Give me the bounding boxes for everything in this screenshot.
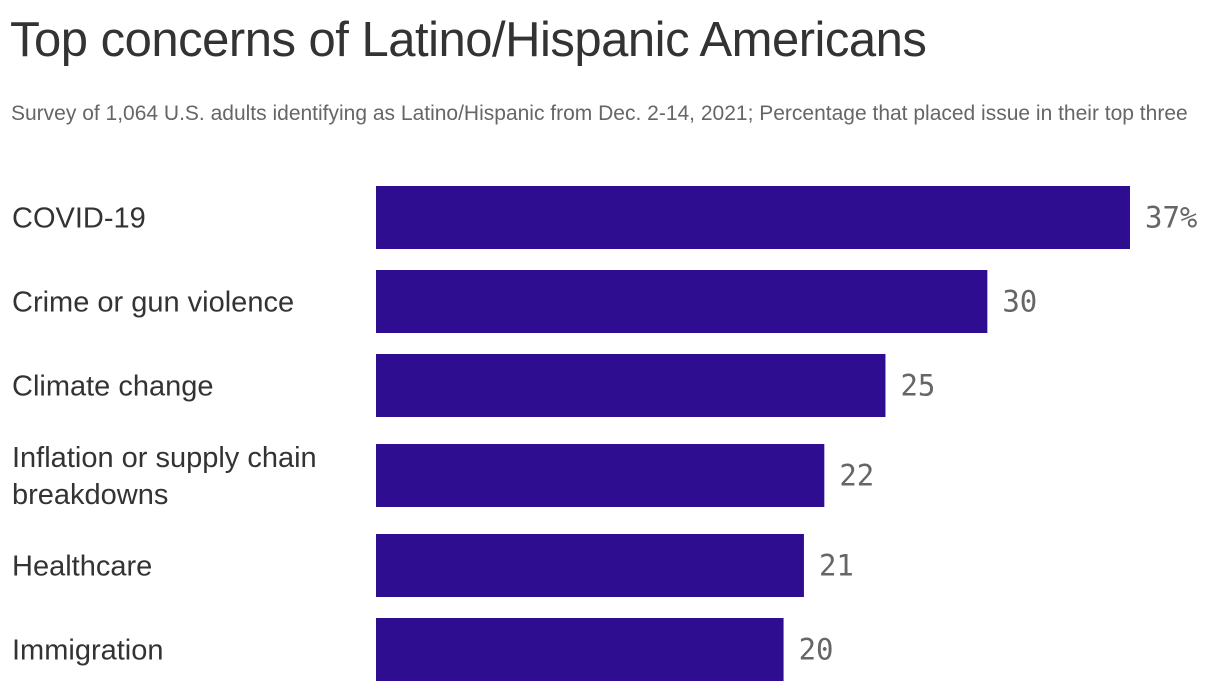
bar	[376, 186, 1130, 249]
category-label-line: Climate change	[12, 371, 214, 403]
bar	[376, 270, 988, 333]
value-label: 21	[819, 549, 854, 583]
category-label: COVID-19	[12, 203, 146, 235]
bar	[376, 354, 886, 417]
value-label: 22	[839, 459, 874, 493]
category-label: Inflation or supply chain breakdowns	[12, 442, 317, 511]
value-label: 25	[900, 369, 935, 403]
bar	[376, 534, 804, 597]
category-label-line: COVID-19	[12, 203, 146, 235]
category-label: Crime or gun violence	[12, 287, 294, 319]
category-label-line: breakdowns	[12, 479, 168, 511]
category-label-line: Crime or gun violence	[12, 287, 294, 319]
bar	[376, 444, 825, 507]
category-label-line: Immigration	[12, 635, 164, 667]
category-label-line: Inflation or supply chain	[12, 442, 317, 474]
category-label: Immigration	[12, 635, 164, 667]
category-label-line: Healthcare	[12, 551, 152, 583]
value-label: 30	[1002, 285, 1037, 319]
category-label: Healthcare	[12, 551, 152, 583]
bar	[376, 618, 784, 681]
category-label: Climate change	[12, 371, 214, 403]
value-label: 20	[799, 633, 834, 667]
chart-subtitle: Survey of 1,064 U.S. adults identifying …	[11, 102, 1188, 125]
value-label: 37%	[1145, 201, 1197, 235]
chart-title: Top concerns of Latino/Hispanic American…	[10, 13, 927, 67]
